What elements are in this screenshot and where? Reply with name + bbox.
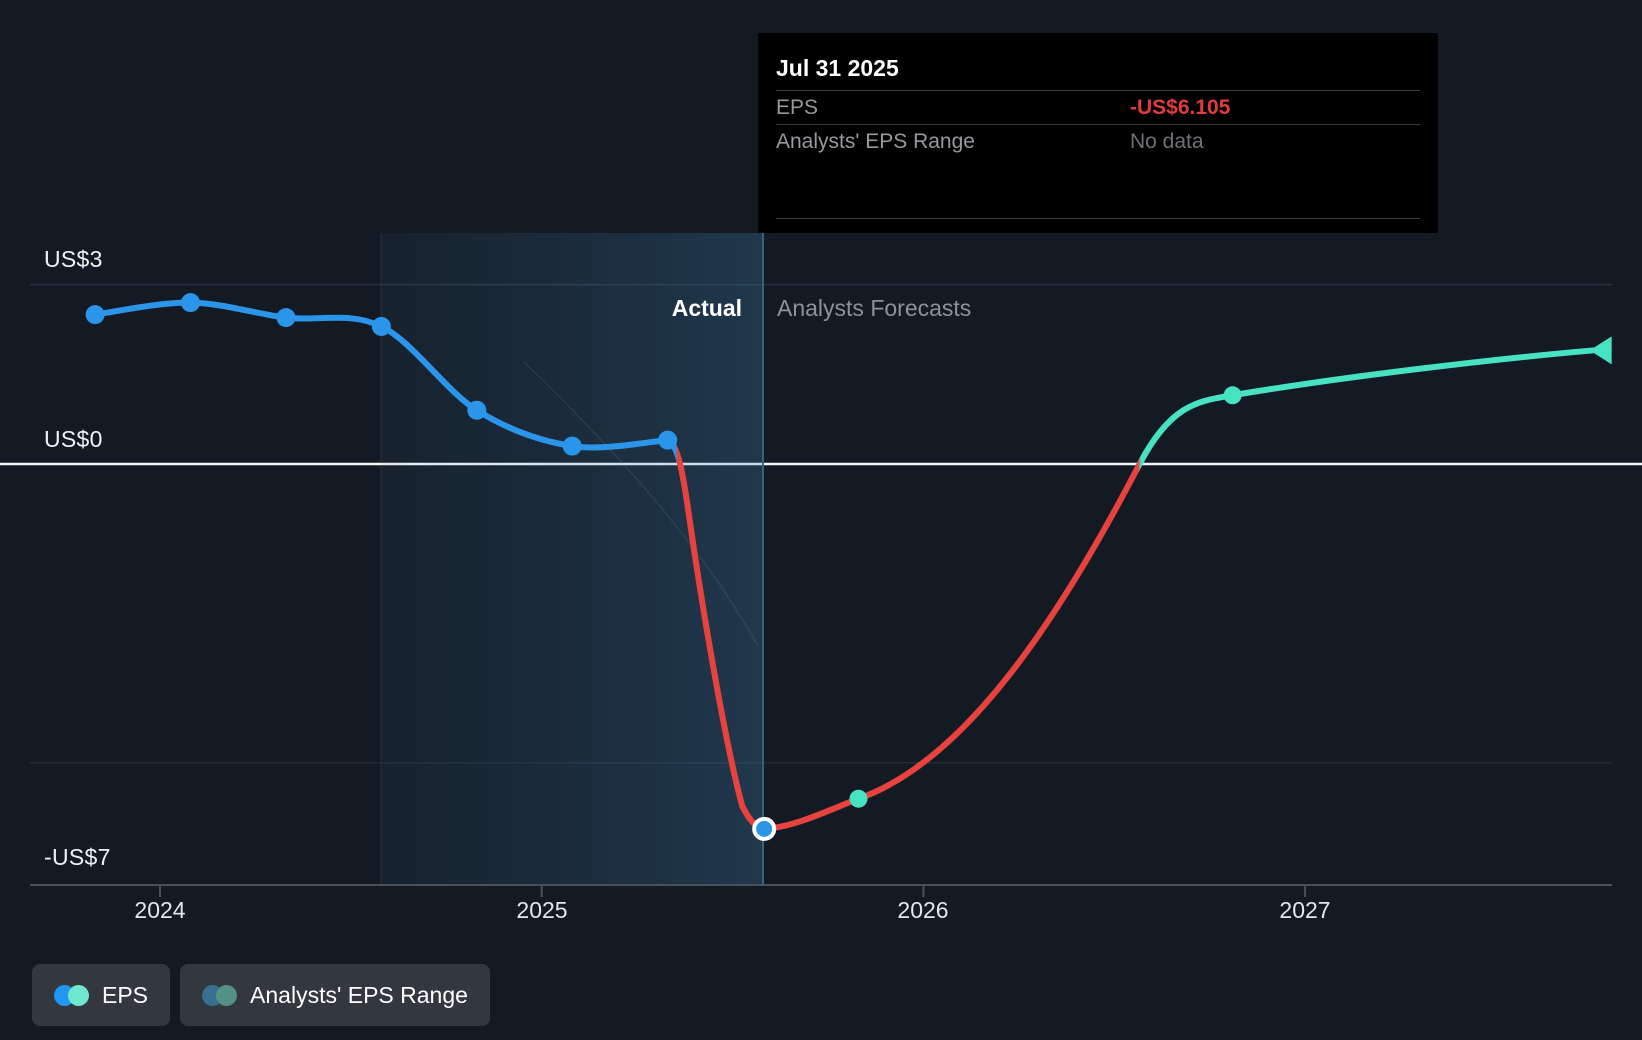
forecast-section-label: Analysts Forecasts bbox=[777, 295, 972, 321]
forecast-data-point[interactable] bbox=[849, 789, 868, 808]
y-axis-label-neg7: -US$7 bbox=[44, 844, 111, 870]
actual-data-point[interactable] bbox=[371, 317, 391, 336]
eps-range-legend-icon bbox=[202, 984, 238, 1006]
tooltip-eps-label: EPS bbox=[776, 95, 819, 119]
actual-data-point[interactable] bbox=[276, 308, 296, 328]
forecast-data-point[interactable] bbox=[1223, 386, 1242, 405]
actual-data-point[interactable] bbox=[85, 305, 105, 325]
x-axis-label-2027: 2027 bbox=[1279, 897, 1331, 923]
y-axis-label-us3: US$3 bbox=[44, 246, 103, 272]
x-axis-label-2026: 2026 bbox=[897, 897, 949, 923]
selected-data-point[interactable] bbox=[752, 816, 777, 841]
tooltip-date-title: Jul 31 2025 bbox=[776, 33, 1420, 91]
eps-forecast-line bbox=[761, 347, 1596, 832]
actual-data-point[interactable] bbox=[467, 400, 487, 420]
legend-eps-label: EPS bbox=[102, 981, 149, 1008]
last-year-band bbox=[381, 233, 763, 885]
actual-data-point[interactable] bbox=[658, 430, 678, 450]
x-axis-label-2025: 2025 bbox=[516, 897, 568, 923]
legend-eps-button[interactable]: EPS bbox=[32, 964, 171, 1026]
eps-legend-icon bbox=[54, 984, 89, 1006]
series-layer bbox=[85, 293, 1612, 841]
tooltip-range-value: No data bbox=[1130, 129, 1204, 153]
hover-tooltip: Jul 31 2025 EPS -US$6.105 Analysts' EPS … bbox=[758, 33, 1438, 233]
eps-actual-line bbox=[92, 299, 768, 832]
faint-pointer-line bbox=[523, 361, 759, 647]
legend-eps-range-label: Analysts' EPS Range bbox=[250, 981, 468, 1008]
y-axis-label-us0: US$0 bbox=[44, 426, 103, 452]
tooltip-eps-row: EPS -US$6.105 bbox=[776, 91, 1420, 125]
actual-data-point[interactable] bbox=[562, 436, 582, 456]
legend-eps-range-button[interactable]: Analysts' EPS Range bbox=[180, 964, 490, 1026]
actual-section-label: Actual bbox=[671, 295, 742, 321]
tooltip-bottom-divider bbox=[776, 218, 1420, 219]
actual-data-point[interactable] bbox=[181, 293, 200, 313]
tooltip-eps-value: -US$6.105 bbox=[1130, 95, 1231, 119]
x-axis-ticks bbox=[159, 885, 1307, 897]
forecast-end-arrow-icon bbox=[1589, 336, 1612, 365]
tooltip-range-label: Analysts' EPS Range bbox=[776, 129, 975, 153]
x-axis-label-2024: 2024 bbox=[134, 897, 186, 923]
tooltip-range-row: Analysts' EPS Range No data bbox=[776, 125, 1420, 158]
legend: EPS Analysts' EPS Range bbox=[32, 964, 490, 1026]
